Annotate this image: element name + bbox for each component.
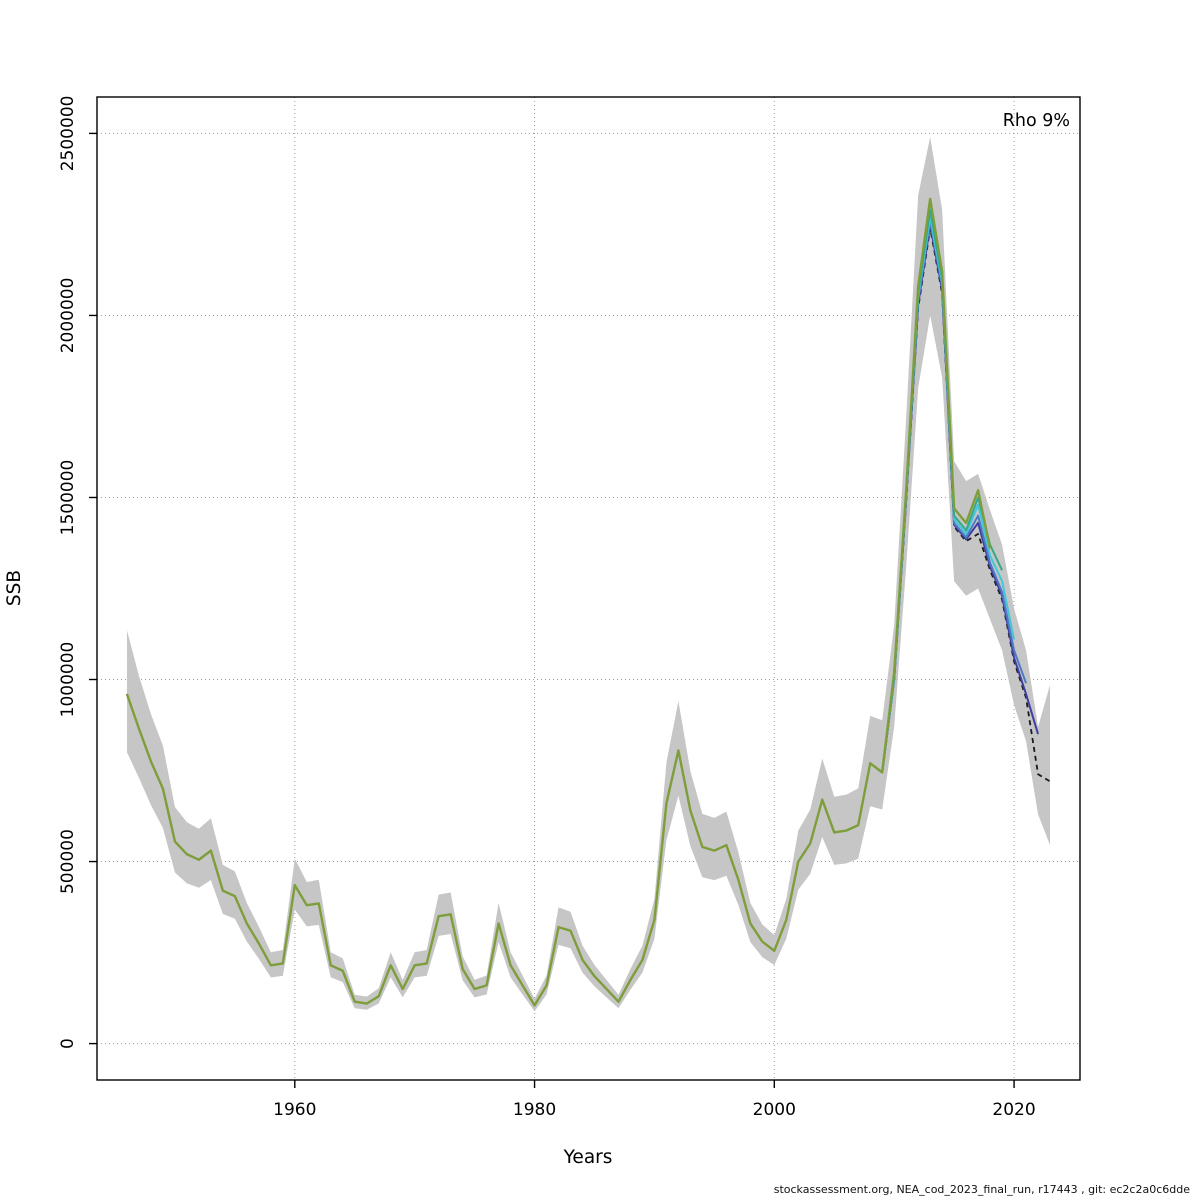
x-tick-label: 1980: [513, 1100, 556, 1120]
y-axis-title: SSB: [4, 570, 25, 606]
plot-border: [96, 96, 1081, 1081]
series-line-peel-2018: [125, 197, 992, 1007]
x-tick-label: 2000: [753, 1100, 796, 1120]
confidence-band-layer: [126, 137, 1051, 1012]
x-tick-label: 2020: [992, 1100, 1035, 1120]
axis-layer: 1960 1980 2000 2020 0 500000 1000000 1500000 200…: [58, 96, 1036, 1120]
y-tick-label: 500000: [58, 829, 78, 894]
x-tick-label: 1960: [273, 1100, 316, 1120]
footer-citation: stockassessment.org, NEA_cod_2023_final_…: [774, 1183, 1191, 1196]
y-tick-label: 1500000: [58, 460, 78, 536]
x-axis-title: Years: [563, 1147, 613, 1168]
y-tick-label: 2000000: [58, 278, 78, 354]
y-tick-label: 0: [58, 1038, 78, 1049]
y-tick-label: 2500000: [58, 96, 78, 172]
series-layer: [125, 197, 1051, 1007]
confidence-band: [126, 137, 1051, 1012]
y-tick-label: 1000000: [58, 642, 78, 718]
rho-annotation: Rho 9%: [1003, 111, 1070, 131]
